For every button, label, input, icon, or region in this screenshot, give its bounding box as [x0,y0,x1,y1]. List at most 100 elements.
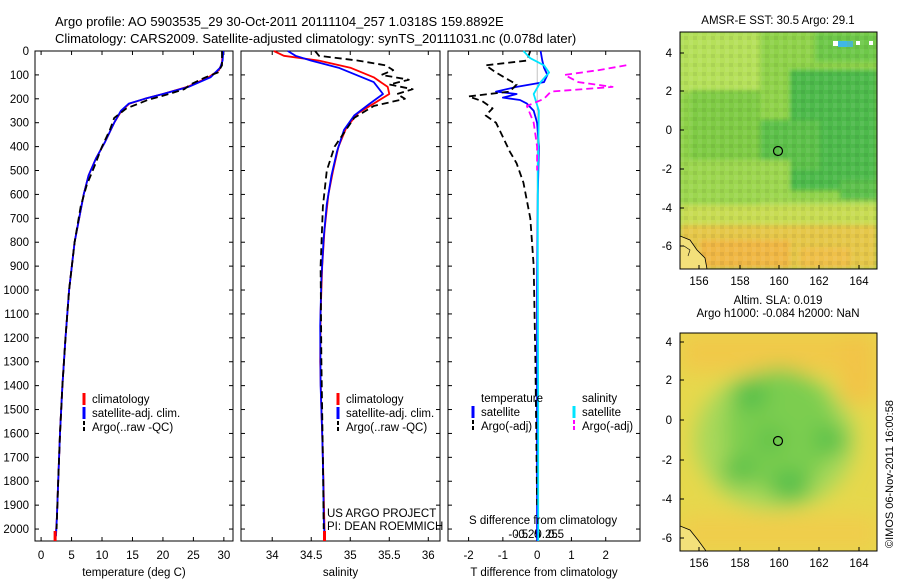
map-y-tick-label: 2 [666,375,672,387]
y-tick-label: 1600 [3,428,29,440]
y-tick-label: 300 [10,118,29,130]
map-x-tick-label: 160 [769,276,788,288]
plot-frame [34,50,234,542]
difference-legend: temperature satellite Argo(-adj) salinit… [469,393,633,527]
imos-timestamp: ©IMOS 06-Nov-2011 16:00:58 [884,400,896,548]
map-y-tick-label: -6 [662,533,672,545]
x-tick-label: 1 [568,550,574,562]
y-tick-label: 200 [10,94,29,106]
sla-map-field [680,333,877,551]
x-tick-label: 15 [126,550,139,562]
y-tick-label: 700 [10,213,29,225]
y-tick-label: 2000 [3,524,29,536]
x-tick-label: 5 [68,550,74,562]
series-line-argo-raw-qc [314,50,414,530]
map-x-tick-label: 162 [809,276,828,288]
series-line-t-argo-adj [467,50,538,506]
map-y-tick-label: -6 [662,241,672,253]
top-tick-label: 0.5 [548,529,564,541]
legend-satellite-label: satellite-adj. clim. [92,408,180,420]
y-tick-label: 1400 [3,381,29,393]
legend-satellite-label: satellite-adj. clim. [346,408,434,420]
x-axis-label: T difference from climatology [470,567,617,579]
map-x-tick-label: 158 [730,558,749,570]
header-title-line2: Climatology: CARS2009. Satellite-adjuste… [55,31,576,46]
x-axis-label: salinity [323,567,358,579]
sla-map-title-line1: Altim. SLA: 0.019 [734,295,823,307]
temperature-profile-panel: 0 100 200 300 400 500 600 700 800 900 1000 1100 1200… [3,46,234,579]
y-tick-label: 500 [10,166,29,178]
x-tick-label: -1 [498,550,508,562]
map-x-tick-label: 156 [689,276,708,288]
project-credit-line2: PI: DEAN ROEMMICH [327,521,443,533]
y-tick-label: 1200 [3,333,29,345]
y-tick-label: 1500 [3,405,29,417]
y-tick-label: 1000 [3,285,29,297]
legend-salinity-title: salinity [582,393,617,405]
x-tick-label: 34 [266,550,279,562]
x-tick-label: 20 [157,550,170,562]
sst-map-field [680,32,877,269]
salinity-profile-panel: 34 34.5 35 35.5 36 salinity [240,50,441,579]
y-tick-label: 900 [10,261,29,273]
argo-float-marker [772,145,784,157]
top-tick-label: 0.25 [535,529,557,541]
y-tick-label: 800 [10,237,29,249]
sst-map-title: AMSR-E SST: 30.5 Argo: 29.1 [701,15,854,27]
sla-map: Altim. SLA: 0.019 Argo h1000: -0.084 h20… [662,295,878,570]
y-tick-label: 400 [10,142,29,154]
x-tick-label: 36 [422,550,435,562]
header-title-line1: Argo profile: AO 5903535_29 30-Oct-2011 … [55,14,504,29]
coastline-land [680,525,707,551]
legend-argo-label: Argo(..raw -QC) [346,422,427,434]
map-y-tick-label: 4 [666,48,673,60]
project-credit-line1: US ARGO PROJECT [327,508,436,520]
series-line-argo-raw-qc [55,51,223,530]
map-x-tick-label: 156 [689,558,708,570]
map-x-tick-label: 158 [730,276,749,288]
map-y-tick-label: -4 [662,494,673,506]
x-axis-label: temperature (deg C) [82,567,186,579]
map-y-tick-label: 2 [666,86,672,98]
top-tick-label: -0.5 [508,529,528,541]
x-tick-label: 0 [534,550,540,562]
map-x-tick-label: 160 [769,558,788,570]
series-line-s-argo-adj [526,64,627,171]
plot-frame [240,50,441,542]
map-y-tick-label: 0 [666,415,672,427]
sla-map-title-line2: Argo h1000: -0.084 h2000: NaN [696,308,859,320]
legend-s-satellite-label: satellite [582,407,621,419]
x-tick-label: 30 [217,550,230,562]
map-y-tick-label: 4 [666,337,673,349]
argo-float-marker [772,435,784,447]
coastline-land [680,235,708,269]
x-tick-label: -2 [463,550,473,562]
y-tick-label: 100 [10,70,29,82]
y-tick-label: 600 [10,189,29,201]
temperature-legend: climatology satellite-adj. clim. Argo(..… [82,393,180,434]
map-y-tick-label: -4 [662,203,673,215]
salinity-legend: climatology satellite-adj. clim. Argo(..… [327,393,443,533]
legend-temperature-title: temperature [481,393,543,405]
sst-map: AMSR-E SST: 30.5 Argo: 29.1 [662,15,878,288]
legend-t-satellite-label: satellite [481,407,520,419]
x-tick-label: 0 [38,550,44,562]
legend-argo-label: Argo(..raw -QC) [92,422,173,434]
x-tick-label: 34.5 [300,550,322,562]
legend-t-argo-label: Argo(-adj) [481,421,532,433]
y-tick-label: 1100 [4,309,29,321]
map-x-tick-label: 162 [809,558,828,570]
legend-climatology-label: climatology [346,394,404,406]
y-tick-label: 1700 [3,452,29,464]
y-tick-label: 1900 [3,500,29,512]
x-tick-label: 2 [603,550,609,562]
legend-climatology-label: climatology [92,394,150,406]
map-y-tick-label: -2 [662,164,672,176]
map-y-tick-label: -2 [662,455,672,467]
map-x-tick-label: 164 [849,276,869,288]
map-y-tick-label: 0 [666,125,672,137]
x-tick-label: 10 [96,550,109,562]
x-tick-label: 25 [187,550,200,562]
